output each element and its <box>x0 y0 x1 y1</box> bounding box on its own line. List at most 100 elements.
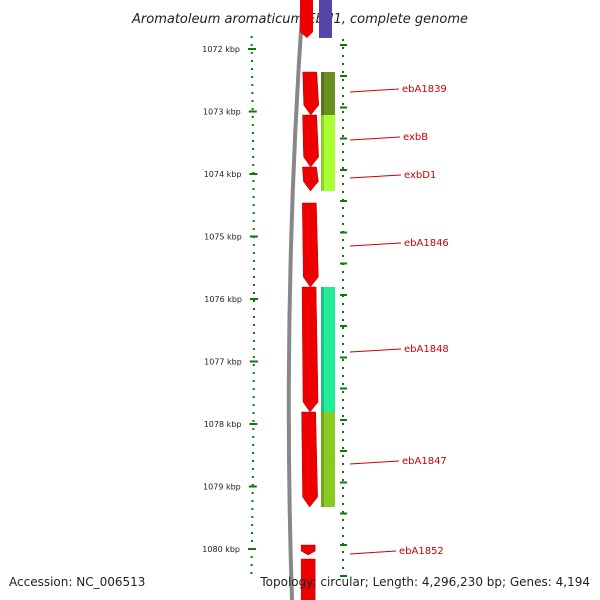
ruler-dot <box>342 223 344 225</box>
tick-mark-right <box>340 200 347 202</box>
gene-arrow-ebA1839[interactable] <box>302 71 320 116</box>
gene-cog-shade <box>321 287 324 412</box>
ruler-dot <box>252 372 255 374</box>
tick-mark-right <box>340 44 347 46</box>
ruler-dot <box>342 303 344 305</box>
tick-mark-right <box>340 106 347 109</box>
ruler-dot <box>342 351 344 353</box>
ruler-dot <box>342 439 344 441</box>
ruler-dot <box>342 63 344 65</box>
gene-label-ebA1846[interactable]: ebA1846 <box>404 238 449 249</box>
gene-arrow-partial-red[interactable] <box>300 0 313 38</box>
ruler-dot <box>251 532 254 534</box>
tick-mark-right <box>340 75 347 77</box>
partial-genes-top <box>300 0 332 38</box>
ruler-dot <box>342 559 344 561</box>
tick-mark <box>248 548 256 550</box>
genome-backbone <box>286 0 305 600</box>
ruler-dot <box>342 151 344 153</box>
ruler-dot <box>342 479 344 481</box>
gene-arrow-ebA1846[interactable] <box>302 202 319 288</box>
gene-arrow-ebA1852[interactable] <box>300 544 316 600</box>
tick-mark <box>248 48 256 50</box>
tick-mark-right <box>340 137 347 140</box>
gene-label-ebA1839[interactable]: ebA1839 <box>402 84 447 95</box>
ruler-dot <box>251 468 254 470</box>
tick-mark <box>250 298 258 300</box>
gene-label-exbD1[interactable]: exbD1 <box>404 170 436 181</box>
ruler-dot <box>342 207 344 209</box>
ruler-dot <box>252 228 255 230</box>
gene-arrow-exbB[interactable] <box>302 114 319 168</box>
tick-mark-right <box>340 294 347 296</box>
ruler-dot <box>253 300 255 302</box>
ruler-dot <box>342 447 344 449</box>
ruler-dot <box>252 316 255 318</box>
ruler-dot <box>251 476 254 478</box>
ruler-dot <box>342 55 344 57</box>
ruler-dot <box>252 388 255 390</box>
gene-arrow-exbD1[interactable] <box>302 166 319 192</box>
gene-cog-exbB <box>321 115 335 167</box>
ruler-dot <box>252 212 255 214</box>
ruler-dot <box>342 359 344 361</box>
ruler-dot <box>342 399 344 401</box>
tick-label: 1075 kbp <box>204 233 242 242</box>
ruler-dot <box>342 407 344 409</box>
ruler-dot <box>250 60 253 62</box>
ruler-dot <box>342 47 344 49</box>
ruler-dot <box>252 380 255 382</box>
gene-connector <box>349 136 401 141</box>
ruler-dot <box>342 535 344 537</box>
tick-label: 1074 kbp <box>204 170 242 179</box>
gene-label-ebA1852[interactable]: ebA1852 <box>399 546 444 557</box>
tick-mark <box>249 360 258 363</box>
ruler-dot <box>342 159 344 161</box>
ruler-dot <box>251 68 254 70</box>
gene-label-exbB[interactable]: exbB <box>403 132 428 143</box>
ruler-dot <box>342 471 344 473</box>
ruler-dot <box>342 519 344 521</box>
ruler-dot <box>252 420 255 422</box>
ruler-dot <box>342 503 344 505</box>
ruler-dot <box>342 167 344 169</box>
tick-label: 1078 kbp <box>204 420 242 429</box>
ruler-dot <box>252 404 255 406</box>
tick-mark-right <box>340 450 347 452</box>
ruler-dot <box>252 348 255 350</box>
ruler-dot <box>342 143 344 145</box>
gene-arrow-ebA1847[interactable] <box>301 411 318 508</box>
ruler-dot <box>251 524 254 526</box>
gene-label-ebA1848[interactable]: ebA1848 <box>404 344 449 355</box>
ruler-dot <box>252 364 255 366</box>
ruler-dot <box>252 276 255 278</box>
ruler-dot <box>252 164 255 166</box>
ruler-dot <box>342 487 344 489</box>
tick-mark <box>249 423 258 425</box>
gene-arrow-ebA1848[interactable] <box>301 286 319 413</box>
gene-label-ebA1847[interactable]: ebA1847 <box>402 456 447 467</box>
ruler-dot <box>252 292 255 294</box>
ruler-dot <box>252 188 255 190</box>
ruler-dot <box>251 100 254 102</box>
ruler-dot <box>252 260 255 262</box>
ruler-dot <box>342 215 344 217</box>
ruler-dot <box>252 340 255 342</box>
ruler-dot <box>342 527 344 529</box>
ruler-dot <box>251 508 254 510</box>
ruler-dot <box>252 196 255 198</box>
ruler-dot <box>342 247 344 249</box>
ruler-dot <box>252 204 255 206</box>
ruler-dot <box>342 375 344 377</box>
ruler-dot <box>342 383 344 385</box>
ruler-dot <box>252 148 255 150</box>
ruler-dot <box>342 423 344 425</box>
ruler-dot <box>252 436 255 438</box>
gene-connector <box>349 174 402 179</box>
accession-text: Accession: NC_006513 <box>9 575 145 589</box>
tick-label: 1079 kbp <box>203 483 241 492</box>
gene-cog-shade <box>321 72 324 115</box>
ruler-dot <box>342 87 344 89</box>
ruler-dot <box>252 332 255 334</box>
ruler-dot <box>251 500 254 502</box>
